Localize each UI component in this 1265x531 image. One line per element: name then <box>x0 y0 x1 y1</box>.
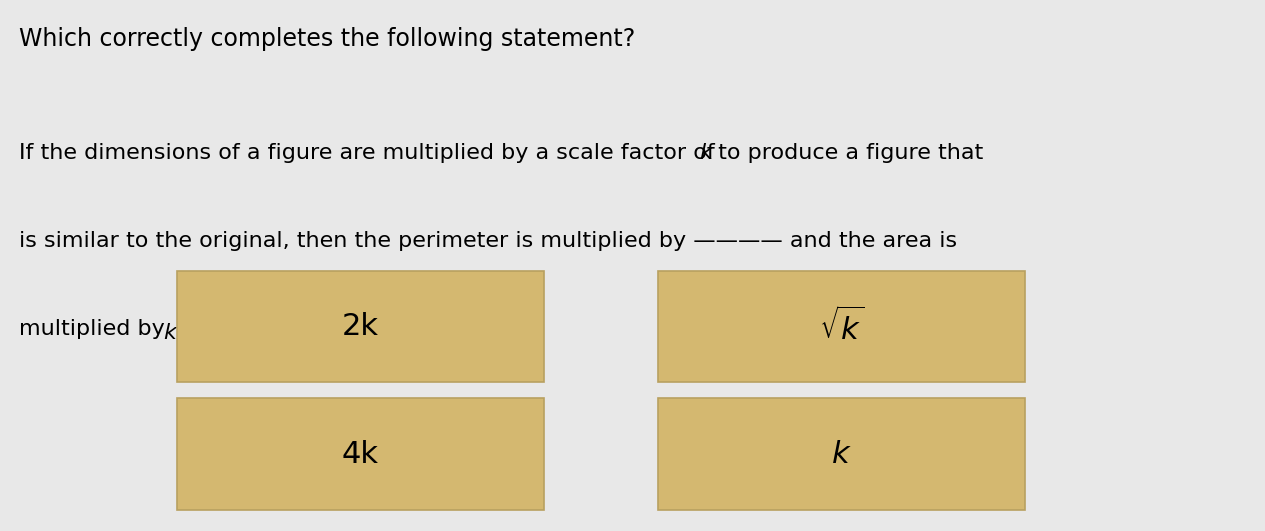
Text: $\sqrt{k}$: $\sqrt{k}$ <box>818 307 864 346</box>
FancyBboxPatch shape <box>177 271 544 382</box>
Text: to produce a figure that: to produce a figure that <box>711 143 984 164</box>
Text: 2k: 2k <box>342 312 380 341</box>
Text: is similar to the original, then the perimeter is multiplied by ———— and the are: is similar to the original, then the per… <box>19 231 958 251</box>
Text: multiplied by: multiplied by <box>19 319 172 339</box>
Text: If the dimensions of a figure are multiplied by a scale factor of: If the dimensions of a figure are multip… <box>19 143 722 164</box>
FancyBboxPatch shape <box>658 271 1025 382</box>
Text: k: k <box>832 440 850 468</box>
Text: 4k: 4k <box>342 440 380 468</box>
Text: k: k <box>700 143 712 164</box>
Text: $k^2$.: $k^2$. <box>163 319 195 344</box>
Text: Which correctly completes the following statement?: Which correctly completes the following … <box>19 27 635 50</box>
FancyBboxPatch shape <box>177 398 544 510</box>
FancyBboxPatch shape <box>658 398 1025 510</box>
